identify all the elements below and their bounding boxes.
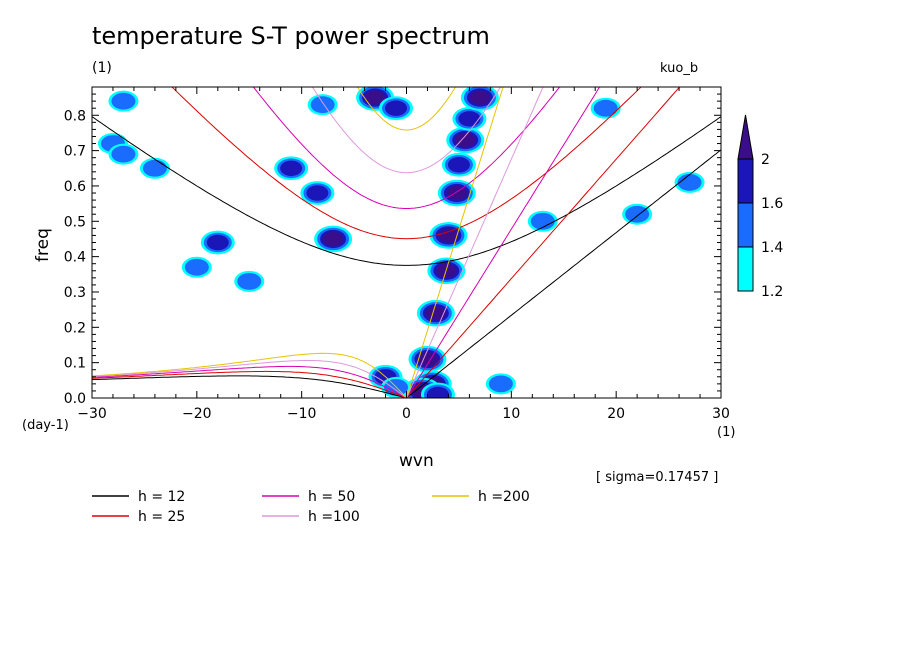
contour-blob-7-level-3 [446,186,467,201]
sigma-label: [ sigma=0.17457 ] [596,470,719,485]
x-tick-label: 0 [402,406,411,422]
y-tick-label: 0.4 [64,250,86,266]
x-unit-label: (1) [717,425,736,440]
colorbar-label: 1.4 [761,240,783,256]
contour-blob-12-level-3 [365,90,386,105]
contour-blob-8-level-2 [447,157,470,173]
corner-label: kuo_b [660,61,699,76]
curve-rossby-h200 [92,352,407,398]
colorbar: 1.2 1.4 1.6 2 [737,114,783,300]
colorbar-label: 1.6 [761,196,783,212]
curve-kelvin-h50 [406,87,601,398]
contour-blob-19-level-2 [280,160,303,176]
colorbar-label: 2 [761,152,770,168]
contour-blob-10-level-2 [458,111,481,127]
legend-label-h200: h =200 [478,489,530,505]
x-axis-label: wvn [399,451,434,471]
curve-kelvin-h12 [406,149,721,398]
contour-blob-28-level-1 [625,205,650,223]
x-tick-label: −10 [287,406,317,422]
x-tick-label: −30 [77,406,107,422]
y-tick-label: 0.3 [64,285,86,301]
y-tick-label: 0.6 [64,179,86,195]
dispersion-curves [92,87,721,398]
legend-label-h100: h =100 [308,509,360,525]
contour-blob-24-level-1 [111,92,136,110]
contour-blob-26-level-1 [677,174,702,191]
x-tick-label: −20 [182,406,212,422]
contour-blob-29-level-1 [530,212,555,230]
y-axis-label: freq [33,228,53,262]
curve-ig-h25 [171,87,642,240]
contour-blob-13-level-2 [385,100,408,116]
colorbar-segment-0 [737,246,754,292]
chart-title: temperature S-T power spectrum [92,22,490,50]
contour-blob-27-level-1 [593,99,618,117]
legend: h = 12 h = 50 h =200 h = 25 h =100 [92,489,530,525]
y-unit-label: (day-1) [22,418,69,433]
legend-label-h25: h = 25 [138,509,185,525]
x-tick-label: 20 [607,406,625,422]
contour-blob-11-level-3 [469,90,490,105]
curve-kelvin-h100 [406,87,544,398]
contour-blob-23-level-1 [237,272,262,290]
colorbar-label: 1.2 [761,284,783,300]
contour-blob-25-level-1 [488,375,513,393]
colorbar-segment-2 [737,158,754,204]
curve-kelvin-h25 [406,87,681,398]
curve-rossby-h12 [92,375,407,398]
curve-rossby-h50 [92,365,407,398]
contour-blob-3-level-2 [426,386,449,398]
y-axis: 0.0 0.1 0.2 0.3 0.4 0.5 0.6 0.7 0.8 [64,86,721,407]
y-tick-label: 0.8 [64,108,86,124]
contour-blob-18-level-2 [206,234,229,251]
contour-blob-4-level-3 [425,306,446,321]
chart-subtitle: (1) [92,60,112,76]
y-tick-label: 0.1 [64,356,86,372]
curve-ig-h12 [92,116,721,266]
contour-blob-16-level-3 [323,231,344,246]
legend-label-h50: h = 50 [308,489,355,505]
curve-rossby-h25 [92,370,407,398]
x-tick-label: 10 [502,406,520,422]
x-axis: −30 −20 −10 0 10 20 30 [77,87,730,422]
curve-rossby-h100 [92,359,407,398]
curve-ig-h200 [356,87,457,131]
contour-blob-20-level-1 [142,159,167,177]
colorbar-triangle [737,114,754,160]
y-tick-label: 0.7 [64,144,86,160]
colorbar-segment-1 [737,202,754,248]
y-tick-label: 0.0 [64,391,86,407]
contour-blob-17-level-2 [306,185,329,201]
contour-blob-6-level-3 [438,228,459,243]
contour-blob-9-level-3 [455,133,476,148]
x-tick-label: 30 [712,406,730,422]
curve-ig-h100 [311,87,502,174]
contour-blob-31-level-1 [310,96,335,114]
curve-kelvin-h200 [406,87,504,398]
curve-ig-h50 [252,87,561,209]
y-tick-label: 0.5 [64,214,86,230]
contour-blob-22-level-1 [111,145,136,163]
contour-blob-30-level-1 [184,258,209,276]
y-tick-label: 0.2 [64,320,86,336]
legend-label-h12: h = 12 [138,489,185,505]
